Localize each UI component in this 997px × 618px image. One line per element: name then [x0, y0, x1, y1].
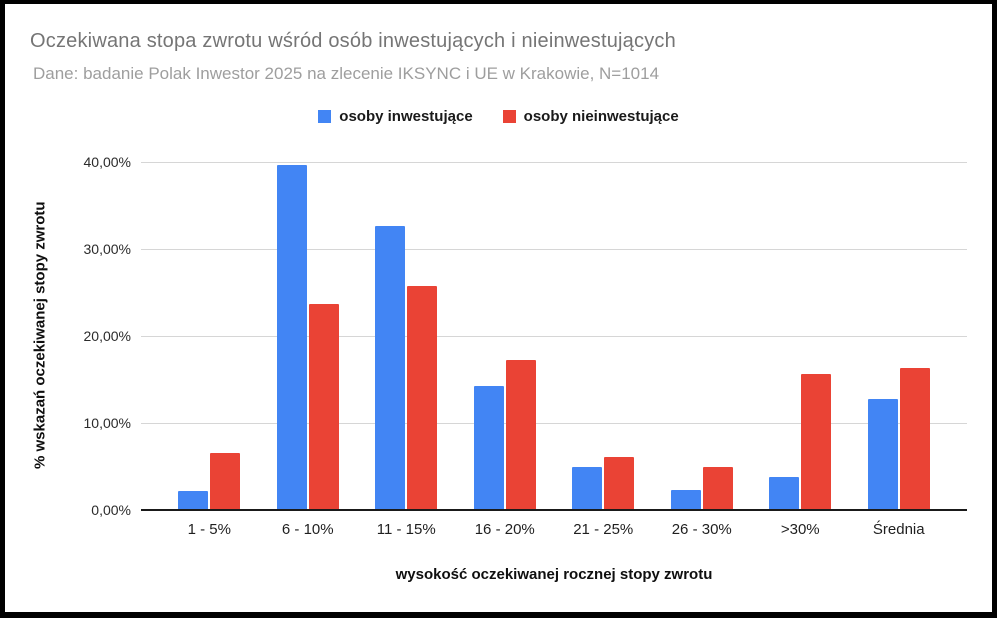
bar-investing: [670, 490, 701, 510]
x-tick-label: 26 - 30%: [671, 521, 732, 538]
x-axis-baseline: [141, 509, 967, 511]
legend-item-investing: osoby inwestujące: [318, 108, 473, 125]
gridline: [141, 336, 967, 337]
gridline: [141, 249, 967, 250]
legend: osoby inwestujące osoby nieinwestujące: [5, 108, 992, 125]
bar-noninvesting: [308, 303, 339, 510]
bar-noninvesting: [899, 368, 930, 510]
bar-investing: [178, 490, 209, 510]
chart-subtitle: Dane: badanie Polak Inwestor 2025 na zle…: [33, 64, 660, 83]
bar-noninvesting: [801, 374, 832, 510]
plot-area: [141, 162, 967, 511]
bar-investing: [867, 398, 898, 510]
bar-group: [456, 162, 555, 510]
bar-groups: [141, 162, 967, 510]
gridline: [141, 162, 967, 163]
bar-noninvesting: [210, 453, 241, 510]
x-axis-labels: 1 - 5% 6 - 10% 11 - 15% 16 - 20% 21 - 25% 26 …: [141, 521, 967, 538]
legend-item-noninvesting: osoby nieinwestujące: [502, 108, 679, 125]
bar-noninvesting: [702, 467, 733, 510]
bar-investing: [473, 386, 504, 510]
bar-group: [160, 162, 259, 510]
bar-noninvesting: [505, 359, 536, 510]
x-tick-label: 1 - 5%: [187, 521, 231, 538]
legend-label-investing: osoby inwestujące: [339, 108, 473, 125]
bar-group: [357, 162, 456, 510]
bar-noninvesting: [604, 456, 635, 510]
bar-group: [751, 162, 850, 510]
bar-investing: [769, 476, 800, 510]
legend-color-swatch-icon: [318, 110, 332, 123]
chart-title: Oczekiwana stopa zwrotu wśród osób inwes…: [30, 30, 676, 52]
bar-group: [653, 162, 752, 510]
y-tick-label: 10,00%: [83, 415, 131, 431]
x-tick-label: Średnia: [872, 521, 925, 538]
bar-investing: [276, 164, 307, 510]
legend-color-swatch-icon: [502, 110, 516, 123]
y-tick-label: 0,00%: [91, 502, 131, 518]
bar-noninvesting: [407, 286, 438, 510]
bar-investing: [375, 226, 406, 510]
bar-investing: [572, 466, 603, 510]
x-axis-title: wysokość oczekiwanej rocznej stopy zwrot…: [395, 566, 713, 583]
legend-label-noninvesting: osoby nieinwestujące: [523, 108, 679, 125]
bar-group: [554, 162, 653, 510]
x-tick-label: 16 - 20%: [474, 521, 535, 538]
bar-group: [259, 162, 358, 510]
y-tick-labels: 40,00% 30,00% 20,00% 10,00% 0,00%: [5, 154, 131, 518]
y-tick-label: 30,00%: [83, 241, 131, 257]
x-tick-label: >30%: [780, 521, 820, 538]
x-tick-label: 6 - 10%: [281, 521, 334, 538]
x-tick-label: 21 - 25%: [573, 521, 634, 538]
y-tick-label: 40,00%: [83, 154, 131, 170]
x-tick-label: 11 - 15%: [376, 521, 436, 538]
gridline: [141, 423, 967, 424]
bar-group: [850, 162, 949, 510]
chart-canvas: Oczekiwana stopa zwrotu wśród osób inwes…: [5, 4, 992, 612]
y-tick-label: 20,00%: [83, 328, 131, 344]
